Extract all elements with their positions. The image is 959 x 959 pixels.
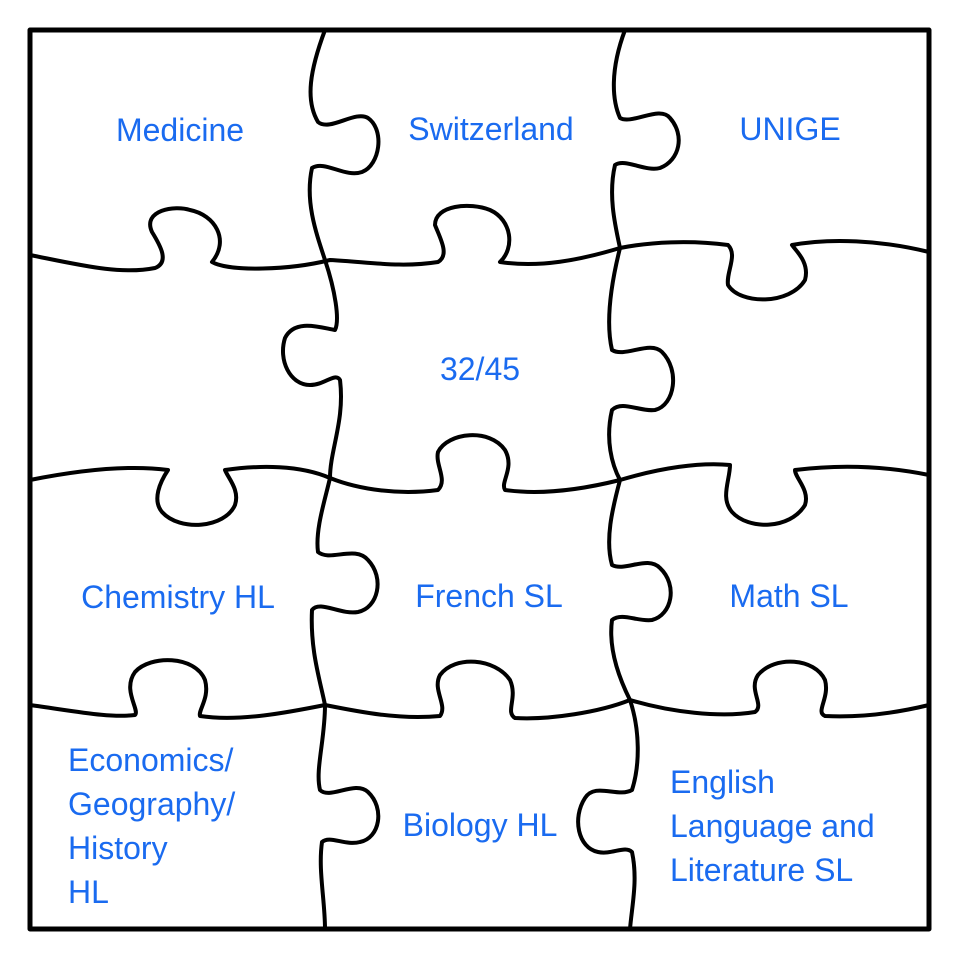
label-economics: Economics/ Geography/ History HL [68, 738, 235, 914]
label-economics-line-1: Economics/ [68, 742, 234, 778]
label-french: French SL [415, 578, 563, 614]
seam-horizontal-3 [28, 658, 931, 721]
seam-horizontal-1 [28, 203, 931, 302]
label-medicine: Medicine [115, 112, 245, 148]
label-english-line-1: English [670, 764, 775, 800]
label-biology: Biology HL [402, 807, 558, 843]
label-math: Math SL [729, 578, 849, 614]
label-economics-line-4: HL [68, 874, 109, 910]
seam-vertical-1 [281, 28, 381, 931]
label-chemistry: Chemistry HL [81, 579, 275, 615]
label-unige: UNIGE [739, 111, 841, 147]
label-switzerland: Switzerland [408, 111, 574, 147]
label-score: 32/45 [439, 351, 521, 387]
label-english: English Language and Literature SL [670, 760, 875, 892]
label-economics-line-2: Geography/ [68, 786, 236, 822]
label-english-line-3: Literature SL [670, 852, 854, 888]
seam-vertical-2 [576, 28, 681, 931]
seam-horizontal-2 [28, 433, 931, 527]
label-english-line-2: Language and [670, 808, 875, 844]
label-economics-line-3: History [68, 830, 168, 866]
